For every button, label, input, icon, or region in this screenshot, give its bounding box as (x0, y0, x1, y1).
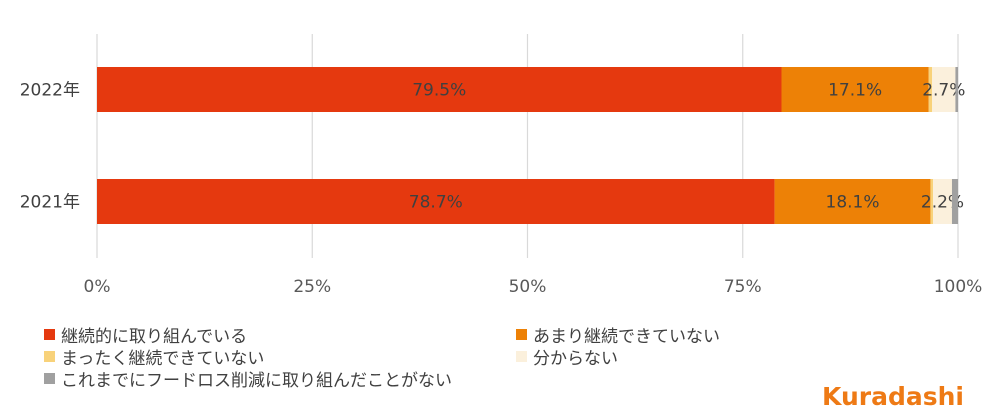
legend-item: 継続的に取り組んでいる (44, 322, 247, 347)
bar-segment (930, 179, 934, 224)
bar-segment (97, 67, 782, 112)
bar-segment (951, 179, 958, 224)
legend-swatch (44, 351, 55, 362)
stacked-bar-chart: 0% 25% 50% 75% 100% 2022年 79.5% 17.1% 2.7% 2021年 7… (20, 34, 983, 297)
data-label: 79.5% (412, 81, 466, 101)
bar-segment (928, 67, 933, 112)
legend-label: これまでにフードロス削減に取り組んだことがない (61, 371, 452, 391)
legend-swatch (516, 329, 527, 340)
legend-label: あまり継続できていない (533, 327, 720, 347)
legend-swatch (44, 373, 55, 384)
x-tick-label: 75% (724, 277, 762, 297)
bar-segment (774, 179, 931, 224)
legend-label: まったく継続できていない (61, 349, 265, 369)
legend-label: 継続的に取り組んでいる (61, 327, 248, 347)
legend-swatch (516, 351, 527, 362)
bar-segment (955, 67, 958, 112)
legend-item: あまり継続できていない (516, 322, 720, 347)
y-category-label: 2021年 (20, 193, 80, 213)
bar-segment (781, 67, 929, 112)
x-tick-label: 25% (293, 277, 331, 297)
bar-segment (932, 67, 956, 112)
data-label: 78.7% (409, 193, 463, 213)
kuradashi-logo: Kuradashi (822, 382, 964, 411)
bar-segment (933, 179, 952, 224)
x-tick-label: 50% (509, 277, 547, 297)
data-label: 2.7% (922, 81, 965, 101)
legend-swatch (44, 329, 55, 340)
x-tick-label: 0% (84, 277, 111, 297)
y-category-label: 2022年 (20, 81, 80, 101)
x-tick-label: 100% (934, 277, 983, 297)
legend-item: 分からない (516, 344, 618, 369)
legend-item: まったく継続できていない (44, 344, 264, 369)
legend-label: 分からない (533, 349, 618, 369)
legend: 継続的に取り組んでいる あまり継続できていないまったく継続できていない 分からないこ… (44, 322, 944, 392)
legend-item: これまでにフードロス削減に取り組んだことがない (44, 366, 452, 391)
data-label: 17.1% (828, 81, 882, 101)
data-label: 18.1% (826, 193, 880, 213)
bar-segment (97, 179, 775, 224)
